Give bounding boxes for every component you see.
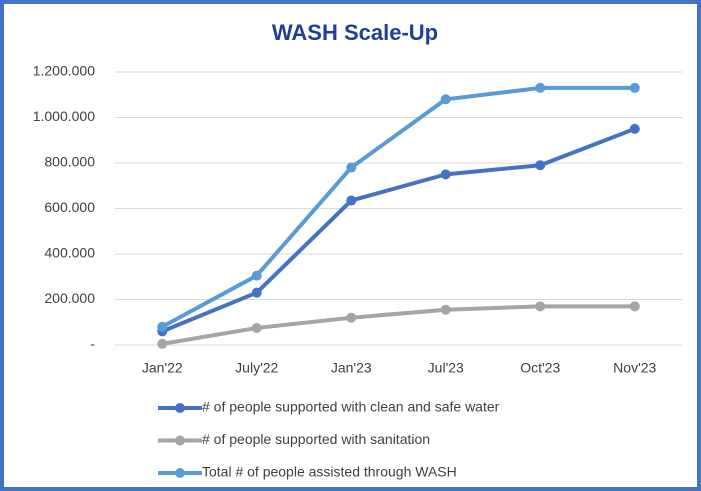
x-tick-label: Jul'23 — [428, 360, 464, 376]
point — [535, 160, 546, 171]
chart-title: WASH Scale-Up — [272, 20, 438, 45]
point — [629, 301, 640, 312]
point — [535, 301, 546, 312]
x-tick-label: July'22 — [235, 360, 278, 376]
point — [629, 82, 640, 93]
series-line — [161, 85, 635, 329]
point — [535, 82, 546, 93]
y-tick-label: 400.000 — [44, 245, 95, 261]
x-tick-label: Nov'23 — [613, 360, 656, 376]
point — [346, 162, 357, 173]
y-tick-label: 1.200.000 — [33, 63, 95, 79]
legend-label: Total # of people assisted through WASH — [202, 464, 457, 480]
legend-marker — [175, 468, 185, 478]
y-tick-label: 200.000 — [44, 290, 95, 306]
x-tick-label: Oct'23 — [520, 360, 560, 376]
y-tick-label: 600.000 — [44, 199, 95, 215]
legend-label: # of people supported with sanitation — [202, 431, 430, 447]
y-tick-label: 1.000.000 — [33, 108, 95, 124]
point — [251, 287, 262, 298]
x-tick-label: Jan'22 — [142, 360, 183, 376]
legend-marker — [175, 403, 185, 413]
point — [251, 270, 262, 281]
point — [440, 94, 451, 105]
point — [440, 169, 451, 180]
point — [346, 312, 357, 323]
point — [346, 195, 357, 206]
series-line — [161, 304, 635, 346]
point — [629, 123, 640, 134]
x-tick-label: Jan'23 — [331, 360, 372, 376]
y-tick-label: - — [90, 336, 95, 352]
point — [157, 338, 168, 349]
series-line — [161, 127, 636, 334]
legend-label: # of people supported with clean and saf… — [202, 399, 500, 415]
point — [251, 322, 262, 333]
point — [440, 304, 451, 315]
legend-marker — [175, 435, 185, 446]
y-tick-label: 800.000 — [44, 154, 95, 170]
point — [157, 321, 168, 332]
